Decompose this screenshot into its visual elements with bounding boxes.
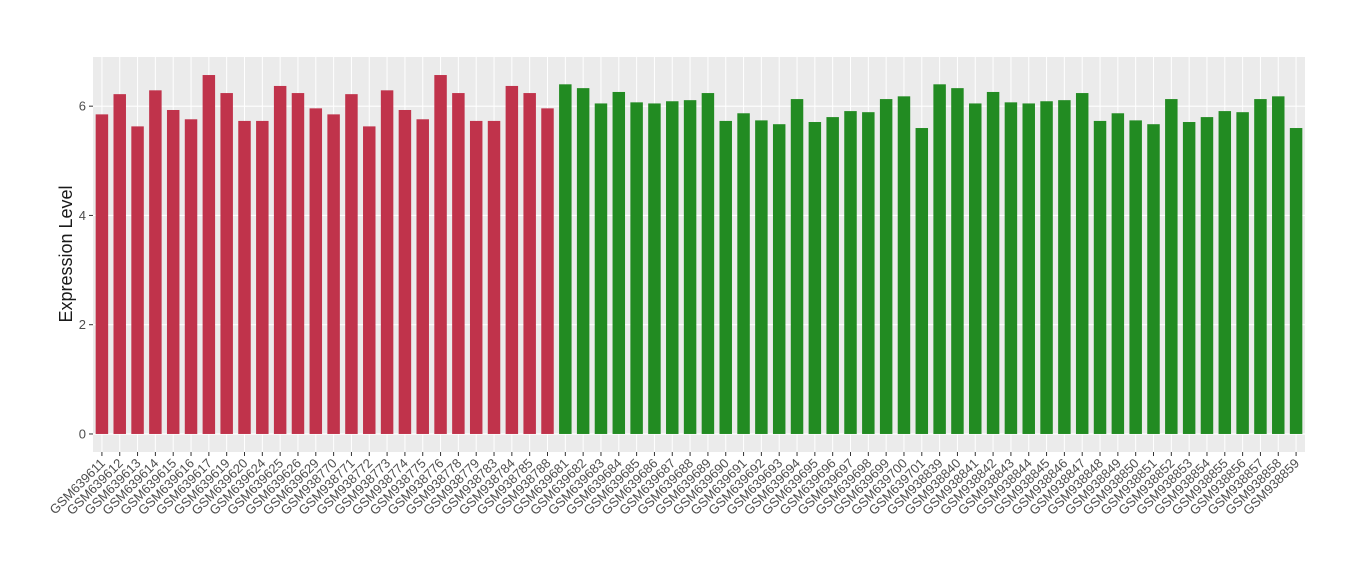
bar <box>576 88 590 434</box>
bar <box>1022 103 1035 434</box>
bar <box>1182 122 1196 434</box>
bar <box>790 99 804 434</box>
bar <box>1058 100 1071 434</box>
bar <box>1218 111 1232 434</box>
bar <box>1289 128 1303 434</box>
bar <box>612 91 626 434</box>
bar <box>630 102 643 434</box>
bar <box>808 122 822 434</box>
bar <box>380 90 394 434</box>
bar <box>256 120 269 434</box>
bar <box>862 112 875 434</box>
bar <box>273 85 287 434</box>
bar <box>398 109 412 434</box>
bar <box>434 75 447 434</box>
y-tick-label: 4 <box>79 208 86 223</box>
bar <box>1254 99 1267 434</box>
bar <box>416 119 429 434</box>
bar <box>951 88 964 434</box>
bar <box>559 84 572 434</box>
bar <box>1200 117 1214 434</box>
bar <box>291 93 305 434</box>
bar <box>772 124 786 434</box>
bar <box>202 75 216 434</box>
bar <box>844 111 857 434</box>
y-tick-label: 2 <box>79 317 86 332</box>
bar <box>131 126 144 434</box>
bar <box>523 93 536 434</box>
bar <box>113 94 126 434</box>
bar <box>487 120 501 434</box>
bar <box>1147 124 1160 434</box>
bar <box>238 120 251 434</box>
bar <box>915 128 929 434</box>
bar <box>95 114 109 434</box>
bar <box>879 99 893 434</box>
bar <box>166 109 180 434</box>
bar <box>309 108 323 434</box>
bar <box>363 126 376 434</box>
bar <box>1004 102 1018 434</box>
y-tick-label: 6 <box>79 99 86 114</box>
bar <box>986 91 1000 434</box>
bar <box>737 113 750 434</box>
bar <box>452 93 465 434</box>
bar <box>719 120 732 434</box>
bar <box>969 103 982 434</box>
bar <box>933 84 946 434</box>
bar <box>1236 112 1249 434</box>
bar <box>1093 120 1107 434</box>
bar <box>184 119 198 434</box>
bar <box>1272 96 1285 434</box>
bar <box>755 120 768 434</box>
y-axis-title: Expression Level <box>56 185 76 322</box>
bar <box>666 101 679 434</box>
y-tick-label: 0 <box>79 426 86 441</box>
bar <box>1075 93 1089 434</box>
bar <box>1165 99 1178 434</box>
bar <box>541 108 554 434</box>
bar <box>345 94 358 434</box>
bar <box>648 103 661 434</box>
bar <box>683 100 697 434</box>
bar <box>220 93 233 434</box>
bar <box>1040 101 1053 434</box>
bar <box>149 90 162 434</box>
bar <box>897 96 911 434</box>
bar <box>327 114 340 434</box>
bar <box>594 103 608 434</box>
bar <box>505 85 519 434</box>
bar <box>469 120 483 434</box>
bar <box>1129 120 1142 434</box>
bar <box>1111 113 1125 434</box>
bar <box>701 93 715 434</box>
bar <box>826 117 839 434</box>
